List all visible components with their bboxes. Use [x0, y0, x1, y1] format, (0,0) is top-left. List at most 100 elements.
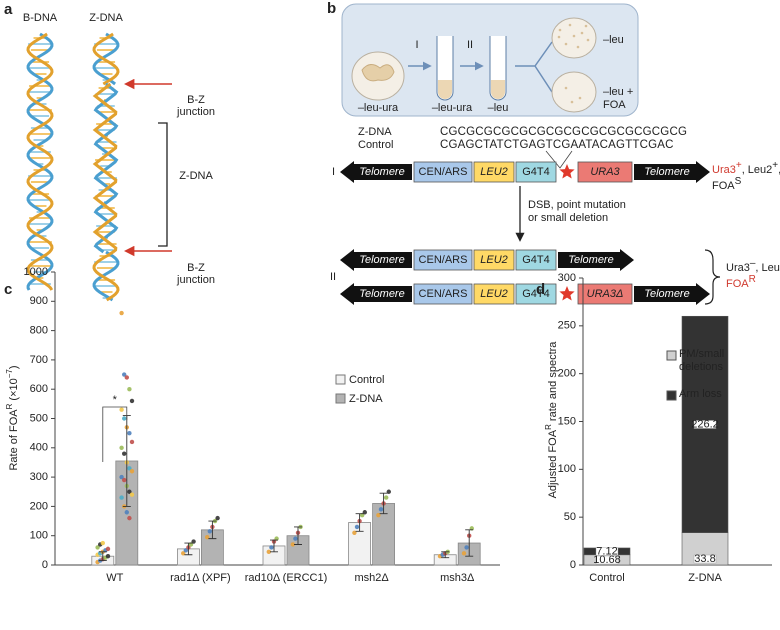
data-point: [105, 546, 111, 552]
backbone: [92, 32, 120, 86]
x-tick-label: Control: [589, 572, 624, 584]
y-tick-label: 800: [30, 325, 48, 337]
data-point: [105, 554, 111, 559]
phenotype: Ura3–, Leu2+,: [726, 258, 780, 274]
data-point: [122, 477, 127, 483]
gene-box: [413, 249, 473, 271]
part-label: URA3: [590, 166, 620, 178]
error-bar: [270, 539, 278, 553]
data-point: [127, 430, 132, 436]
data-point: [352, 530, 357, 535]
y-axis-title: Rate of FOAR (×10−7): [5, 365, 20, 470]
gene-box: [413, 161, 473, 183]
legend-text: PM/small deletions: [679, 348, 725, 373]
part-label: Telomere: [644, 288, 689, 300]
axis-title-part: rate and spectra: [547, 341, 559, 424]
telomere: [340, 283, 412, 305]
culture: [438, 80, 452, 99]
data-point: [119, 310, 124, 316]
phenotype-text: , Leu2: [755, 262, 780, 274]
colony: [570, 100, 574, 104]
y-tick-label: 900: [30, 295, 48, 307]
colony: [576, 45, 580, 49]
y-tick-label: 1000: [24, 266, 48, 278]
x-tick-label: msh3Δ: [440, 572, 475, 584]
y-tick-label: 150: [558, 415, 576, 427]
significance-label: *: [113, 394, 118, 406]
panel-label: b: [327, 0, 336, 17]
y-tick-label: 200: [558, 368, 576, 380]
gene-box: [473, 249, 515, 271]
backbone: [26, 32, 54, 291]
gene-box: [515, 161, 557, 183]
telomere: [340, 161, 412, 183]
telomere: [340, 249, 412, 271]
data-point: [293, 536, 298, 541]
part-label: G4T4: [522, 288, 550, 300]
data-point: [119, 495, 124, 500]
annotation: junction: [176, 274, 215, 286]
phenotype-text: FOA: [712, 180, 735, 192]
bracket: [704, 249, 721, 305]
superscript: R: [544, 424, 553, 430]
sequence: CGCGCGCGCGCGCGCGCGCGCGCGCGCG: [440, 126, 687, 138]
construct: Telomere CEN/ARS LEU2 G4T4 URA3 Telomere: [340, 161, 710, 183]
value-label: 10.68: [593, 554, 621, 566]
part-label: Telomere: [359, 254, 404, 266]
data-point: [215, 515, 220, 521]
part-label: Telomere: [359, 288, 404, 300]
gene-box: [577, 283, 633, 305]
star: [559, 286, 575, 301]
colony: [578, 96, 582, 100]
construct: Telomere CEN/ARS LEU2 G4T4 Telomere Telomere C…: [340, 249, 710, 305]
construct-label: I: [332, 166, 335, 178]
panel-label: d: [536, 281, 545, 298]
phenotype: FOAR: [726, 274, 756, 290]
data-point: [124, 375, 129, 380]
colony: [584, 24, 588, 28]
medium-label: FOA: [603, 99, 626, 111]
value-label-box: [595, 547, 619, 556]
y-axis-title: Adjusted FOAR rate and spectra: [544, 341, 559, 499]
superscript: R: [5, 403, 14, 409]
legend-swatch: [666, 390, 677, 401]
backbone: [26, 32, 54, 291]
construct-label: II: [330, 271, 336, 283]
data-point: [119, 407, 124, 412]
colony: [564, 86, 568, 90]
significance-bracket: [102, 406, 128, 462]
star: [559, 164, 575, 179]
sequence: CGAGCTATCTGAGTCGAATACAGTTCGAC: [440, 139, 674, 151]
legend-label: Z-DNA: [349, 393, 383, 405]
gene-box: [413, 283, 473, 305]
data-point: [290, 542, 295, 547]
phenotype: Ura3+, Leu2+,: [712, 160, 780, 176]
y-tick-label: 100: [558, 463, 576, 475]
gene-box: [473, 283, 515, 305]
panel-label: c: [4, 281, 12, 298]
annotation: junction: [176, 106, 215, 118]
error-bar: [208, 520, 217, 540]
colonies: [557, 23, 590, 104]
phenotype-sup: +: [772, 160, 778, 171]
colony: [580, 31, 584, 35]
telomere: [634, 161, 710, 183]
annotation: B-Z: [187, 262, 205, 274]
telomere: [634, 283, 710, 305]
arrow: [515, 41, 553, 93]
colony: [564, 42, 568, 46]
backbone: [93, 82, 119, 254]
annotation: Z-DNA: [179, 170, 213, 182]
colony: [572, 34, 576, 38]
value-label: 33.8: [694, 553, 715, 565]
step-label: II: [467, 39, 473, 51]
part-label: G4T4: [522, 166, 550, 178]
x-tick-label: WT: [106, 572, 123, 584]
data-point: [122, 451, 127, 456]
medium-label: –leu-ura: [432, 102, 473, 114]
x-tick-label: rad10Δ (ERCC1): [245, 572, 328, 584]
error-bar: [379, 492, 388, 515]
panel-a: a B-DNA Z-DNA B-Z junction Z-DNA B-Z jun…: [4, 1, 215, 302]
error-bar: [184, 542, 193, 556]
medium-label: –leu-ura: [358, 102, 399, 114]
